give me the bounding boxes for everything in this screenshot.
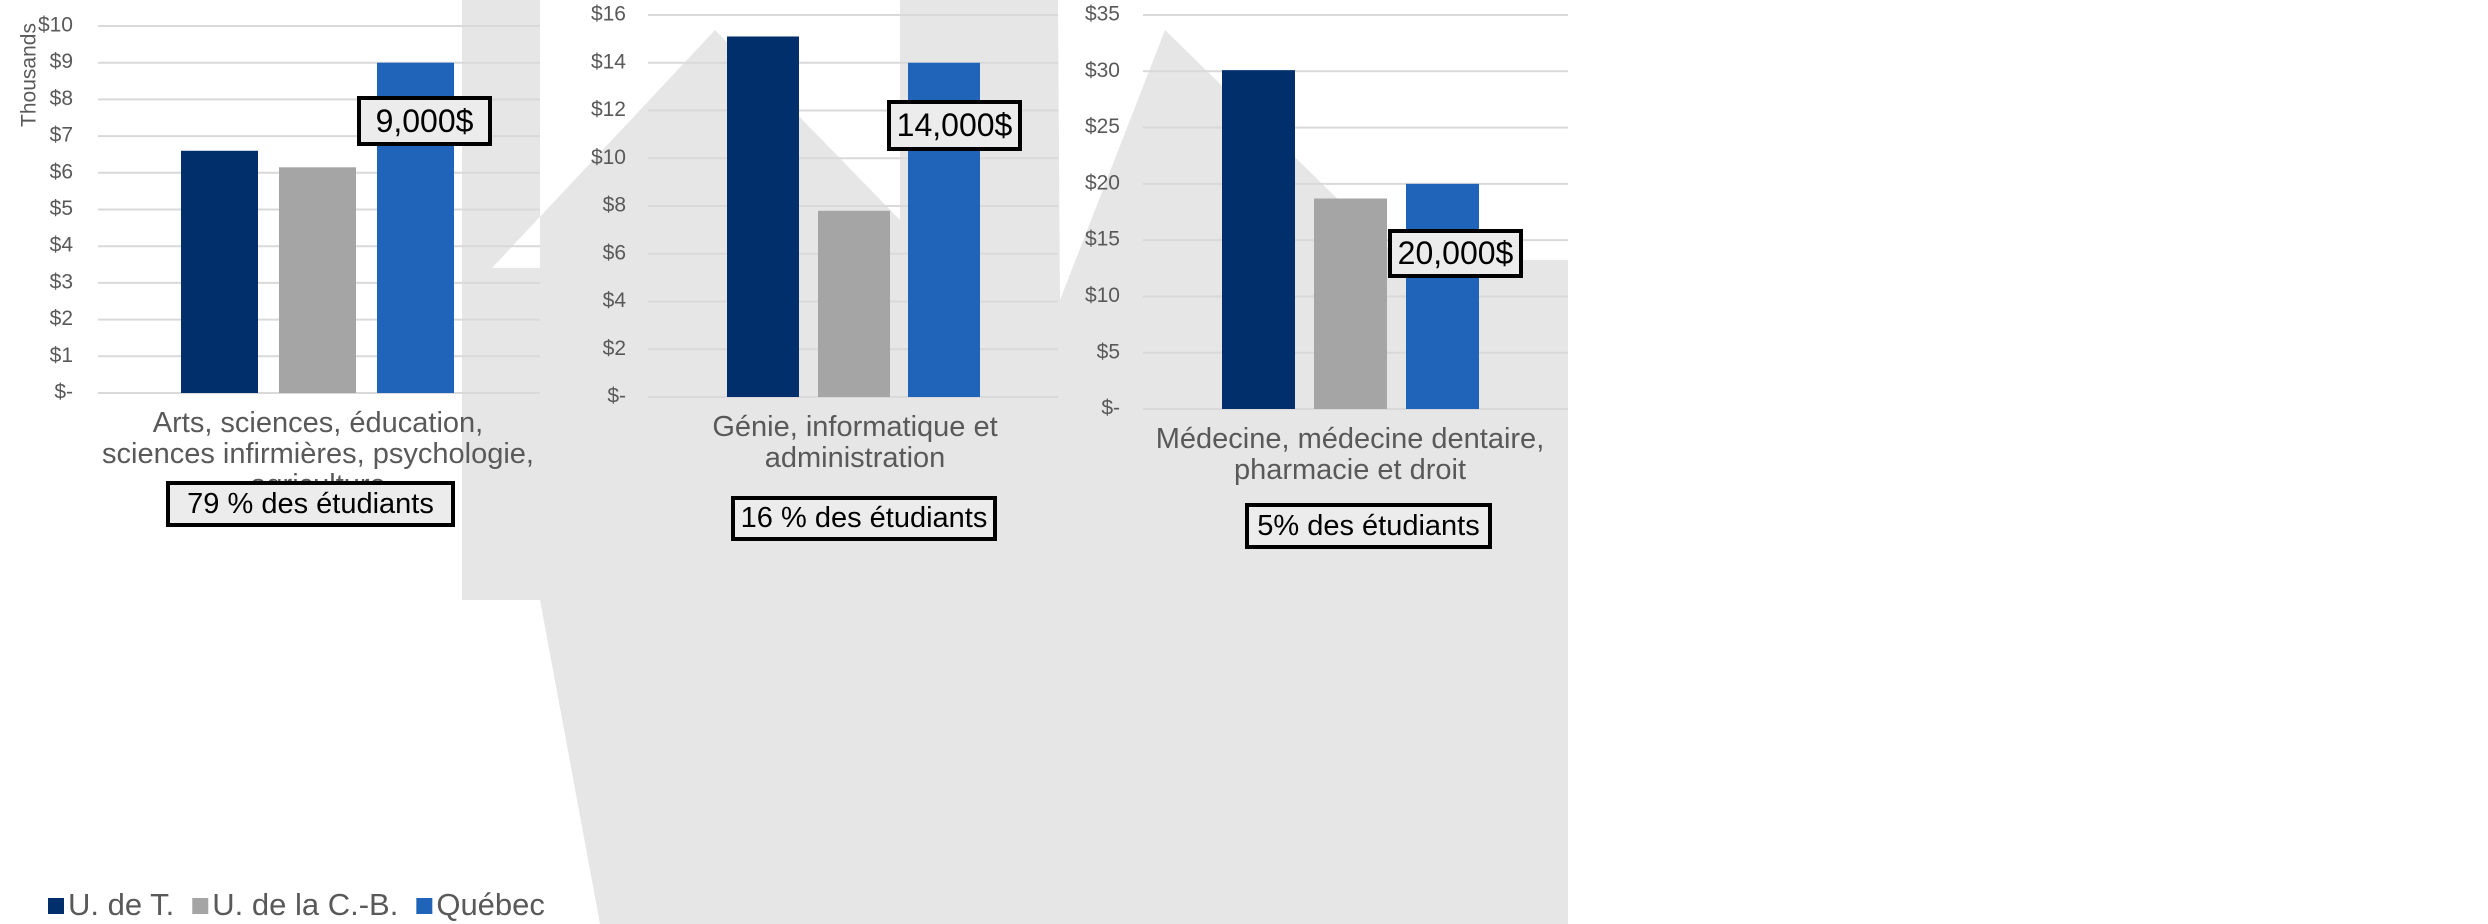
legend-swatch: [192, 898, 209, 914]
legend-label: U. de T.: [68, 887, 174, 922]
y-tick-label: $7: [50, 124, 73, 147]
y-tick-label: $35: [1085, 3, 1120, 26]
category-label: Arts, sciences, éducation, sciences infi…: [102, 407, 534, 501]
y-tick-label: $4: [50, 234, 74, 257]
y-tick-label: $3: [50, 270, 73, 293]
legend-swatch: [416, 898, 433, 914]
y-tick-label: $14: [591, 50, 626, 73]
note: 5% des étudiants: [1245, 503, 1492, 549]
legend-swatch: [48, 898, 64, 914]
y-tick-label: $25: [1085, 115, 1120, 138]
bar: [279, 167, 356, 393]
y-tick-label: $6: [603, 241, 626, 264]
y-tick-label: $8: [603, 194, 626, 217]
y-tick-label: $16: [591, 3, 626, 26]
y-tick-label: $-: [1101, 397, 1120, 420]
y-tick-label: $15: [1085, 228, 1120, 251]
bar: [727, 36, 799, 398]
note: 16 % des étudiants: [731, 496, 997, 541]
y-tick-label: $8: [50, 87, 73, 110]
value-label: 9,000$: [357, 96, 492, 146]
bar: [1406, 183, 1479, 409]
y-tick-label: $12: [591, 98, 626, 121]
legend-label: U. de la C.-B.: [212, 887, 398, 922]
y-tick-label: $2: [50, 307, 73, 330]
y-tick-label: $9: [50, 50, 73, 73]
y-tick-label: $5: [50, 197, 73, 220]
bar: [1222, 70, 1295, 409]
bar: [181, 150, 258, 393]
bar: [818, 210, 890, 397]
category-label: Médecine, médecine dentaire, pharmacie e…: [1155, 423, 1545, 486]
y-tick-label: $-: [54, 381, 73, 404]
y-tick-label: $10: [1085, 284, 1120, 307]
y-axis-title: Thousands: [18, 23, 41, 127]
legend-label: Québec: [436, 887, 545, 922]
category-label: Génie, informatique et administration: [712, 411, 998, 474]
bar: [1314, 198, 1387, 409]
y-tick-label: $-: [607, 385, 626, 408]
value-label: 14,000$: [887, 100, 1022, 151]
y-tick-label: $4: [603, 289, 627, 312]
y-tick-label: $6: [50, 160, 73, 183]
value-label: 20,000$: [1388, 229, 1523, 278]
y-tick-label: $10: [591, 146, 626, 169]
watermark-cut: [462, 600, 600, 924]
note: 79 % des étudiants: [166, 481, 455, 527]
y-tick-label: $1: [50, 344, 73, 367]
y-tick-label: $30: [1085, 59, 1120, 82]
y-tick-label: $10: [38, 14, 73, 37]
y-tick-label: $20: [1085, 171, 1120, 194]
y-tick-label: $2: [603, 337, 626, 360]
y-tick-label: $5: [1097, 340, 1120, 363]
